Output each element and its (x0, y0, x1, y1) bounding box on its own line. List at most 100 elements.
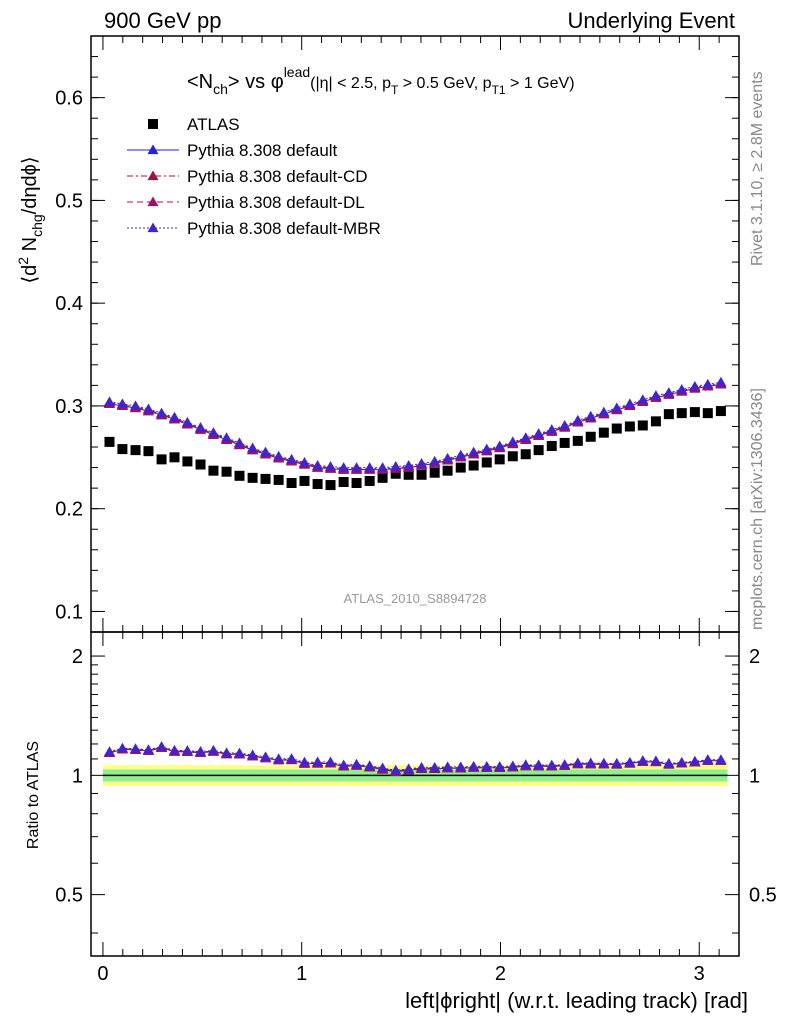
data-point (142, 403, 154, 414)
legend-label: Pythia 8.308 default-MBR (187, 219, 381, 238)
legend-marker (148, 119, 158, 129)
data-point (208, 465, 219, 476)
ratio-point (156, 741, 168, 751)
ratio-point (572, 757, 584, 767)
data-point (416, 457, 428, 468)
ratio-point (325, 756, 337, 767)
data-point (351, 462, 363, 472)
data-point (325, 461, 337, 471)
data-point (650, 416, 661, 427)
ratio-point (298, 756, 310, 767)
data-point (611, 402, 623, 413)
data-point (104, 436, 115, 447)
ratio-point (168, 744, 180, 755)
data-point (468, 460, 479, 471)
legend-marker (147, 170, 159, 181)
data-point (156, 454, 167, 465)
ratio-point (338, 759, 350, 770)
data-point (663, 387, 675, 397)
ratio-point (364, 760, 376, 770)
ratio-point (533, 759, 545, 770)
ratio-tick-label-left: 0.5 (55, 885, 83, 907)
ratio-point (390, 764, 402, 775)
data-point (403, 460, 415, 470)
ratio-point (260, 751, 272, 761)
data-point (585, 431, 596, 442)
ratio-tick-label-left: 1 (72, 765, 83, 787)
data-point (715, 406, 726, 417)
data-point (637, 420, 648, 431)
data-point (273, 450, 285, 461)
ratio-point (221, 747, 233, 757)
data-point (572, 414, 584, 425)
data-point (286, 478, 297, 488)
y-tick-label: 0.5 (55, 190, 83, 212)
data-point (169, 452, 180, 463)
data-point (533, 445, 544, 456)
data-point (195, 459, 206, 470)
data-point (286, 453, 298, 464)
data-point (273, 474, 284, 485)
data-point (181, 416, 193, 427)
data-point (403, 469, 414, 480)
ratio-point (429, 761, 441, 772)
ratio-tick-label-right: 2 (749, 646, 760, 668)
ratio-point (481, 760, 493, 771)
data-point (156, 407, 168, 418)
data-point (103, 396, 115, 406)
legend: ATLAS Pythia 8.308 default Pythia 8.308 de… (127, 115, 381, 238)
data-point (507, 451, 518, 462)
data-point (559, 437, 570, 448)
ratio-point (142, 744, 154, 754)
data-point (507, 436, 519, 447)
data-point (442, 452, 454, 463)
data-point (637, 394, 649, 404)
ratio-point (468, 760, 480, 771)
legend-marker (147, 144, 159, 155)
ratio-point (286, 753, 298, 763)
data-point (325, 480, 336, 491)
y-tick-label: 0.2 (55, 499, 83, 521)
ratio-point (181, 745, 193, 755)
ratio-point (247, 749, 259, 760)
data-point (455, 462, 466, 473)
ratio-point (377, 762, 389, 773)
ratio-point (598, 757, 610, 768)
data-point (416, 469, 427, 480)
data-point (364, 475, 375, 486)
legend-marker (147, 196, 159, 207)
data-point (624, 421, 635, 432)
data-point (442, 465, 453, 476)
ratio-point (207, 744, 219, 755)
ratio-point (403, 763, 415, 773)
data-point (233, 437, 245, 448)
ratio-point (103, 746, 115, 756)
main-plot: 0.1 0.2 0.3 0.4 0.5 0.6 <Nch> vs φlead(|η| < … (15, 35, 740, 633)
ratio-tick-label-left: 2 (72, 646, 83, 668)
side-label-mcplots: mcplots.cern.ch [arXiv:1306.3436] (749, 388, 766, 630)
data-point (689, 407, 700, 418)
data-point (298, 456, 310, 467)
data-point (611, 423, 622, 434)
data-point (715, 376, 727, 387)
header-left: 900 GeV pp (104, 8, 221, 33)
ratio-point (416, 761, 428, 772)
data-point (572, 435, 583, 446)
y-tick-label: 0.6 (55, 88, 83, 110)
data-point (221, 466, 232, 477)
data-point (364, 462, 376, 472)
legend-marker (147, 222, 159, 233)
data-point (195, 422, 207, 432)
data-point (130, 400, 142, 411)
data-point (312, 479, 323, 490)
y-axis-label: ⟨d2 Nchg/dηdϕ⟩ (15, 156, 45, 283)
legend-label: Pythia 8.308 default-DL (187, 193, 365, 212)
data-point (429, 455, 441, 466)
data-point (520, 449, 531, 460)
analysis-watermark: ATLAS_2010_S8894728 (344, 591, 487, 606)
data-point (247, 442, 259, 453)
ratio-point (559, 759, 571, 769)
data-point (533, 428, 545, 438)
data-point (390, 468, 401, 479)
data-point (117, 444, 128, 455)
